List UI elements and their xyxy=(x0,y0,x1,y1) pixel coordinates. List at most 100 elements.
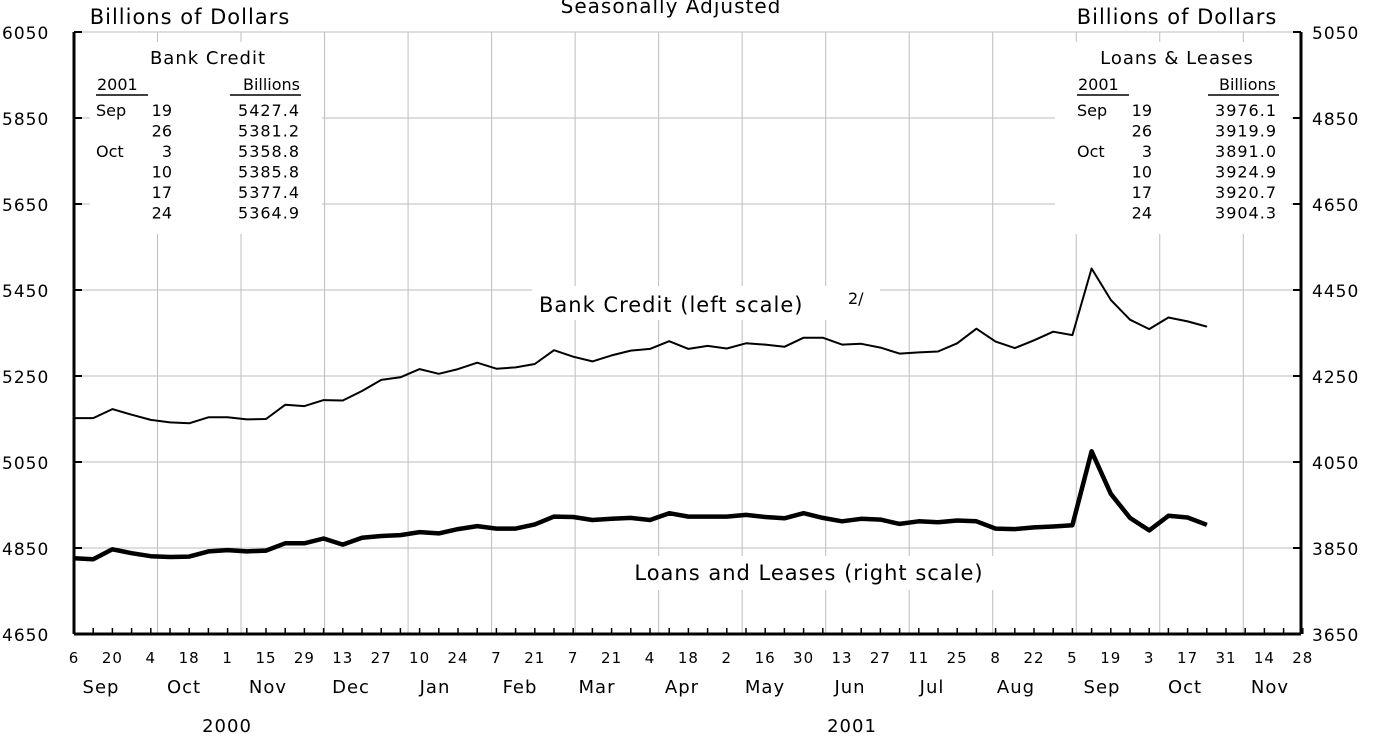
bank-credit-footnote: 2/ xyxy=(848,289,864,308)
loans-leases-point xyxy=(1206,524,1208,526)
loans-leases-point xyxy=(1167,515,1169,517)
chart-subtitle: Seasonally Adjusted xyxy=(561,0,782,18)
bank-credit-point xyxy=(1014,347,1016,349)
x-tick-label: 4 xyxy=(645,649,656,667)
loans-leases-point xyxy=(399,534,401,536)
bank-credit-point xyxy=(1167,317,1169,318)
bank-credit-point xyxy=(380,379,382,381)
inset-left-value-header: Billions xyxy=(243,75,300,94)
x-tick-label: 27 xyxy=(870,649,891,667)
loans-leases-point xyxy=(995,528,997,530)
y-tick-label-right: 4250 xyxy=(1312,368,1359,388)
bank-credit-point xyxy=(227,416,229,418)
inset-row-value: 5377.4 xyxy=(238,183,300,202)
x-tick-label: 16 xyxy=(755,649,776,667)
loans-leases-point xyxy=(860,518,862,520)
loans-leases-point xyxy=(553,516,555,518)
x-tick-label: 2 xyxy=(722,649,733,667)
loans-leases-point xyxy=(92,558,94,560)
inset-left: Bank Credit 2001 Billions Sep 19 5427.4 26 5… xyxy=(96,48,301,223)
bank-credit-point xyxy=(687,348,689,350)
inset-row-day: 10 xyxy=(152,163,172,182)
y-tick-label-right: 4850 xyxy=(1312,110,1359,130)
bank-credit-point xyxy=(303,405,305,407)
bank-credit-point xyxy=(457,368,459,370)
bank-credit-point xyxy=(956,342,958,344)
bank-credit-point xyxy=(323,399,325,401)
x-tick-label: 18 xyxy=(179,649,200,667)
x-tick-label: 14 xyxy=(1254,649,1275,667)
loans-leases-point xyxy=(150,555,152,557)
inset-row-month: Oct xyxy=(96,142,124,161)
bank-credit-point xyxy=(553,349,555,351)
bank-credit-line xyxy=(74,267,1208,425)
inset-row-month: Sep xyxy=(96,101,126,120)
bank-credit-label: Bank Credit (left scale) xyxy=(539,293,803,317)
inset-row-value: 3920.7 xyxy=(1215,183,1277,202)
bank-credit-point xyxy=(591,360,593,362)
bank-credit-point xyxy=(342,400,344,401)
loans-leases-point xyxy=(169,556,171,558)
loans-leases-point xyxy=(438,532,440,534)
loans-leases-point xyxy=(1091,450,1093,452)
bank-credit-point xyxy=(707,345,709,347)
x-year-label: 2001 xyxy=(827,716,877,736)
inset-row-day: 17 xyxy=(1132,183,1152,202)
inset-row-day: 3 xyxy=(162,142,172,161)
inset-row-value: 5364.9 xyxy=(238,204,300,223)
inset-row-day: 26 xyxy=(1132,122,1152,141)
loans-leases-point xyxy=(1129,517,1131,519)
inset-right-title: Loans & Leases xyxy=(1100,48,1254,69)
bank-credit-point xyxy=(726,348,728,349)
inset-right-background xyxy=(1055,42,1291,234)
loans-leases-point xyxy=(1052,526,1054,527)
loans-leases-point xyxy=(1071,524,1073,526)
bank-credit-point xyxy=(860,343,862,345)
bank-credit-point xyxy=(1148,328,1150,330)
inset-row-day: 3 xyxy=(1142,142,1152,161)
axis-ticks xyxy=(73,31,1304,635)
inset-right-year-header: 2001 xyxy=(1078,75,1119,94)
y-tick-label-left: 5050 xyxy=(2,454,49,474)
loans-leases-point xyxy=(323,538,325,539)
x-tick-label: 3 xyxy=(1144,649,1155,667)
inset-row-value: 3919.9 xyxy=(1215,122,1277,141)
y-tick-label-right: 4050 xyxy=(1312,454,1359,474)
loans-leases-point xyxy=(687,516,689,518)
loans-leases-point xyxy=(956,520,958,521)
bank-credit-point xyxy=(572,356,574,358)
y-tick-label-left: 6050 xyxy=(2,24,49,44)
bank-credit-point xyxy=(918,351,920,353)
loans-leases-point xyxy=(803,512,805,514)
loans-leases-line xyxy=(73,449,1208,562)
loans-leases-point xyxy=(1187,517,1189,518)
x-tick-label: 10 xyxy=(409,649,430,667)
y-tick-label-left: 5250 xyxy=(2,368,49,388)
bank-credit-point xyxy=(1033,339,1035,341)
y-tick-label-right: 3850 xyxy=(1312,540,1359,560)
loans-leases-point xyxy=(630,517,632,519)
x-tick-label: 20 xyxy=(102,649,123,667)
y-tick-label-left: 5650 xyxy=(2,196,49,216)
x-tick-label: 18 xyxy=(678,649,699,667)
loans-leases-point xyxy=(899,523,901,525)
loans-leases-label: Loans and Leases (right scale) xyxy=(634,561,983,585)
loans-leases-point xyxy=(361,537,363,539)
x-year-label: 2000 xyxy=(202,716,252,736)
loans-leases-point xyxy=(822,517,824,519)
inset-row-day: 24 xyxy=(152,204,172,223)
x-tick-label: 31 xyxy=(1215,649,1236,667)
inset-row-value: 5381.2 xyxy=(238,122,300,141)
loans-leases-point xyxy=(246,550,248,552)
inset-row-value: 5385.8 xyxy=(238,163,300,182)
loans-leases-point xyxy=(937,521,939,523)
bank-credit-point xyxy=(361,390,363,392)
bank-credit-point xyxy=(1129,319,1131,321)
x-tick-label: 7 xyxy=(568,649,579,667)
x-month-label: Mar xyxy=(579,677,616,698)
bank-credit-point xyxy=(419,368,421,370)
bank-credit-point xyxy=(899,353,901,355)
y-tick-label-left: 5850 xyxy=(2,110,49,130)
bank-credit-point xyxy=(1052,331,1054,333)
